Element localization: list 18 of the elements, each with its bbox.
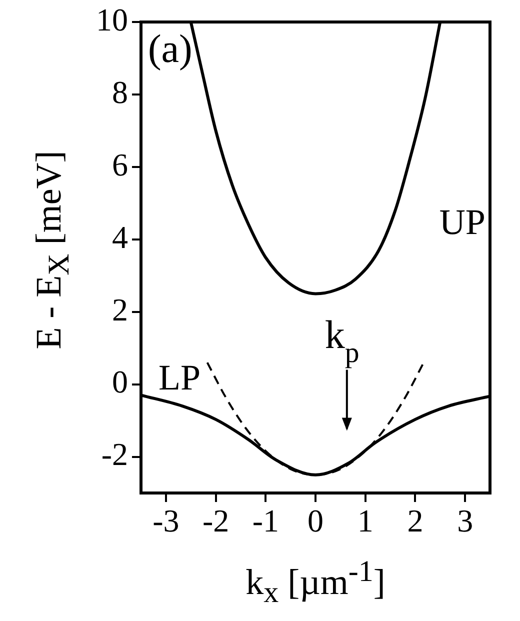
x-tick-label: 1 — [357, 502, 374, 538]
x-tick-label: 0 — [308, 502, 324, 538]
y-tick-label: -2 — [101, 436, 128, 472]
annotation: (a) — [148, 26, 192, 72]
y-tick-label: 4 — [112, 218, 128, 255]
y-tick-label: 8 — [112, 74, 128, 110]
x-tick-label: -1 — [252, 502, 279, 538]
x-tick-label: 3 — [457, 502, 474, 538]
y-tick-label: 0 — [112, 364, 128, 400]
y-tick-label: 10 — [96, 1, 128, 38]
x-axis-title: k$_{x}$ [µm$^{-1}$] — [244, 555, 386, 610]
series-label: LP — [158, 357, 200, 398]
y-tick-label: 6 — [112, 146, 128, 182]
x-tick-label: -3 — [152, 502, 180, 538]
y-tick-label: 2 — [112, 291, 128, 328]
x-tick-label: -2 — [202, 502, 230, 538]
series-label: UP — [439, 202, 486, 242]
x-tick-label: 2 — [407, 502, 424, 538]
